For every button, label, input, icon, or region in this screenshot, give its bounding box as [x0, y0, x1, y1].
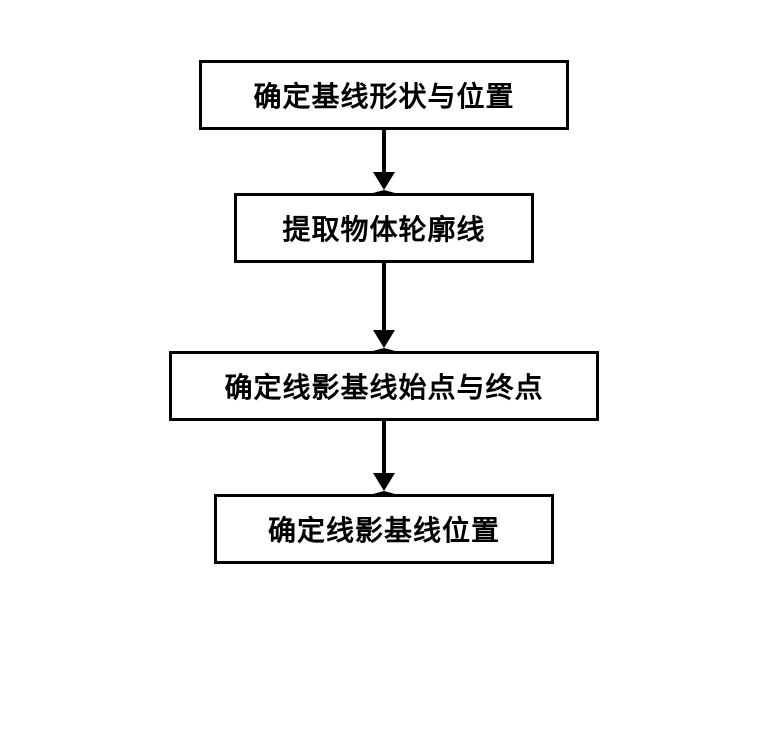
flowchart-node-label: 提取物体轮廓线 — [282, 208, 485, 248]
flowchart-node-n1: 确定基线形状与位置 — [199, 60, 569, 130]
arrow-head-icon — [373, 473, 395, 494]
flowchart-arrow — [373, 421, 395, 494]
flowchart-node-label: 确定线影基线位置 — [268, 509, 500, 549]
flowchart-node-label: 确定线影基线始点与终点 — [224, 366, 543, 406]
flowchart-node-n2: 提取物体轮廓线 — [234, 193, 534, 263]
flowchart-node-n4: 确定线影基线位置 — [214, 494, 554, 564]
arrow-line — [382, 421, 386, 473]
arrow-line — [382, 130, 386, 172]
flowchart-arrow — [373, 263, 395, 351]
flowchart-arrow — [373, 130, 395, 193]
arrow-line — [382, 263, 386, 330]
flowchart-node-n3: 确定线影基线始点与终点 — [169, 351, 599, 421]
flowchart-node-label: 确定基线形状与位置 — [253, 75, 514, 115]
flowchart-container: 确定基线形状与位置提取物体轮廓线确定线影基线始点与终点确定线影基线位置 — [169, 60, 599, 564]
arrow-head-icon — [373, 330, 395, 351]
arrow-head-icon — [373, 172, 395, 193]
